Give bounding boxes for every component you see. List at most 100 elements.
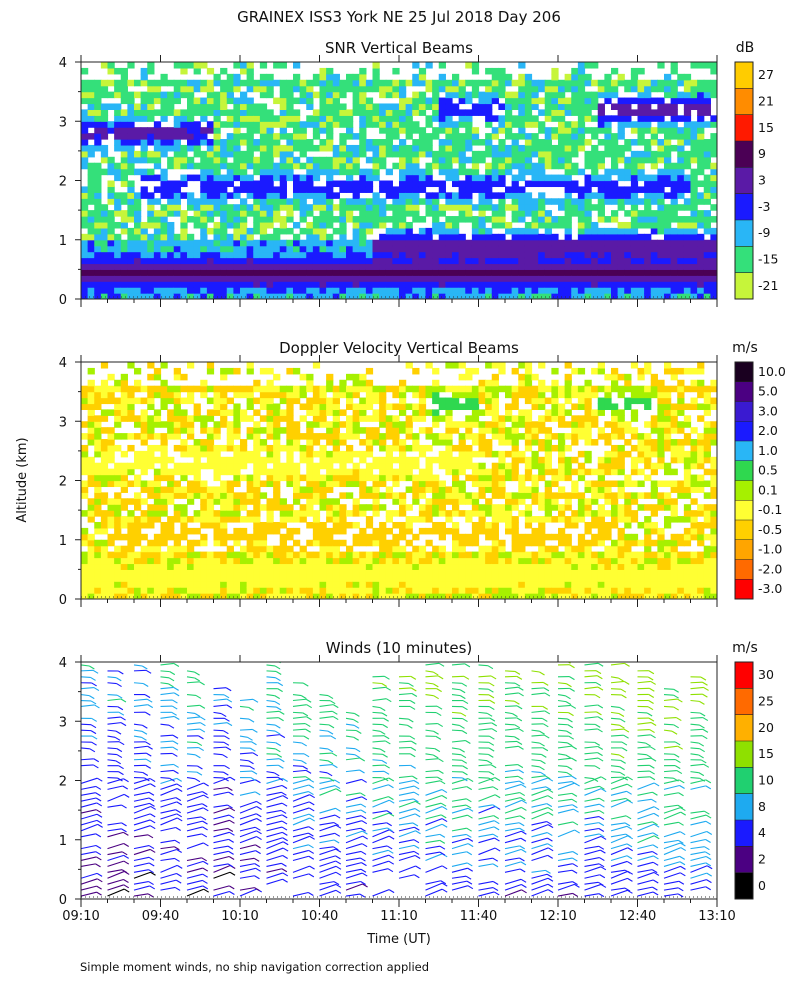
heatmap-cell: [339, 492, 347, 499]
heatmap-cell: [279, 97, 287, 105]
heatmap-cell: [180, 174, 188, 182]
heatmap-cell: [405, 581, 413, 588]
heatmap-cell: [445, 415, 453, 422]
heatmap-cell: [246, 539, 254, 547]
heatmap-cell: [220, 391, 228, 399]
heatmap-cell: [167, 251, 175, 259]
heatmap-cell: [266, 593, 274, 599]
heatmap-cell: [511, 204, 519, 211]
heatmap-cell: [127, 168, 135, 176]
heatmap-cell: [491, 144, 499, 152]
heatmap-cell: [445, 551, 453, 559]
heatmap-cell: [511, 79, 519, 87]
heatmap-cell: [279, 581, 287, 588]
heatmap-cell: [577, 275, 586, 282]
heatmap-cell: [564, 233, 572, 241]
heatmap-cell: [365, 492, 374, 499]
heatmap-cell: [312, 121, 321, 128]
heatmap-cell: [114, 415, 122, 422]
heatmap-cell: [173, 91, 181, 99]
heatmap-cell: [544, 174, 552, 182]
heatmap-cell: [253, 539, 261, 547]
heatmap-cell: [134, 551, 142, 559]
heatmap-cell: [385, 450, 393, 458]
y-tick-label: 0: [59, 293, 67, 308]
heatmap-cell: [438, 415, 446, 422]
heatmap-cell: [87, 103, 95, 110]
heatmap-cell: [147, 204, 155, 211]
heatmap-cell: [485, 287, 493, 294]
heatmap-cell: [379, 156, 387, 164]
heatmap-cell: [544, 210, 552, 217]
heatmap-cell: [200, 504, 208, 511]
heatmap-cell: [87, 192, 95, 199]
heatmap-cell: [385, 103, 393, 110]
heatmap-cell: [206, 150, 215, 158]
heatmap-cell: [319, 204, 327, 211]
heatmap-cell: [259, 551, 268, 559]
heatmap-cell: [445, 486, 453, 493]
heatmap-cell: [319, 251, 327, 259]
heatmap-cell: [524, 263, 533, 270]
heatmap-cell: [180, 439, 188, 446]
heatmap-cell: [81, 468, 89, 476]
heatmap-cell: [478, 450, 486, 458]
heatmap-cell: [286, 397, 294, 405]
heatmap-cell: [160, 245, 168, 253]
heatmap-cell: [630, 204, 639, 211]
heatmap-cell: [425, 257, 433, 265]
heatmap-cell: [346, 403, 354, 410]
heatmap-cell: [524, 198, 533, 205]
heatmap-cell: [246, 180, 254, 188]
heatmap-cell: [630, 156, 639, 164]
heatmap-cell: [505, 168, 513, 176]
heatmap-cell: [206, 293, 215, 299]
heatmap-cell: [412, 139, 420, 146]
heatmap-cell: [286, 174, 294, 182]
heatmap-cell: [81, 539, 89, 547]
heatmap-cell: [352, 269, 360, 276]
heatmap-cell: [644, 216, 652, 223]
heatmap-cell: [478, 257, 486, 265]
heatmap-cell: [491, 287, 499, 294]
heatmap-cell: [127, 257, 135, 265]
heatmap-cell: [359, 510, 367, 517]
heatmap-cell: [683, 227, 692, 235]
heatmap-cell: [127, 204, 135, 211]
heatmap-cell: [392, 115, 400, 122]
heatmap-cell: [452, 545, 460, 553]
heatmap-cell: [312, 439, 321, 446]
heatmap-cell: [293, 156, 301, 164]
heatmap-cell: [233, 174, 241, 182]
heatmap-cell: [140, 575, 148, 582]
heatmap-cell: [511, 281, 519, 288]
heatmap-cell: [339, 91, 347, 99]
heatmap-cell: [352, 186, 360, 193]
heatmap-cell: [87, 174, 95, 182]
heatmap-cell: [485, 269, 493, 276]
heatmap-cell: [326, 397, 334, 405]
heatmap-cell: [319, 575, 327, 582]
heatmap-cell: [200, 569, 208, 576]
heatmap-cell: [617, 121, 625, 128]
heatmap-cell: [425, 103, 433, 110]
heatmap-cell: [319, 198, 327, 205]
heatmap-cell: [206, 385, 215, 393]
heatmap-cell: [312, 486, 321, 493]
heatmap-cell: [326, 421, 334, 428]
heatmap-cell: [293, 367, 301, 375]
heatmap-cell: [498, 204, 506, 211]
heatmap-cell: [664, 79, 672, 87]
heatmap-cell: [94, 527, 102, 535]
heatmap-cell: [87, 198, 95, 205]
heatmap-cell: [319, 403, 327, 410]
heatmap-cell: [584, 227, 592, 235]
heatmap-cell: [531, 210, 539, 217]
heatmap-cell: [445, 587, 453, 594]
heatmap-cell: [107, 539, 115, 547]
heatmap-cell: [279, 516, 287, 523]
heatmap-cell: [352, 403, 360, 410]
heatmap-cell: [286, 251, 294, 259]
heatmap-cell: [392, 403, 400, 410]
heatmap-cell: [200, 127, 208, 134]
